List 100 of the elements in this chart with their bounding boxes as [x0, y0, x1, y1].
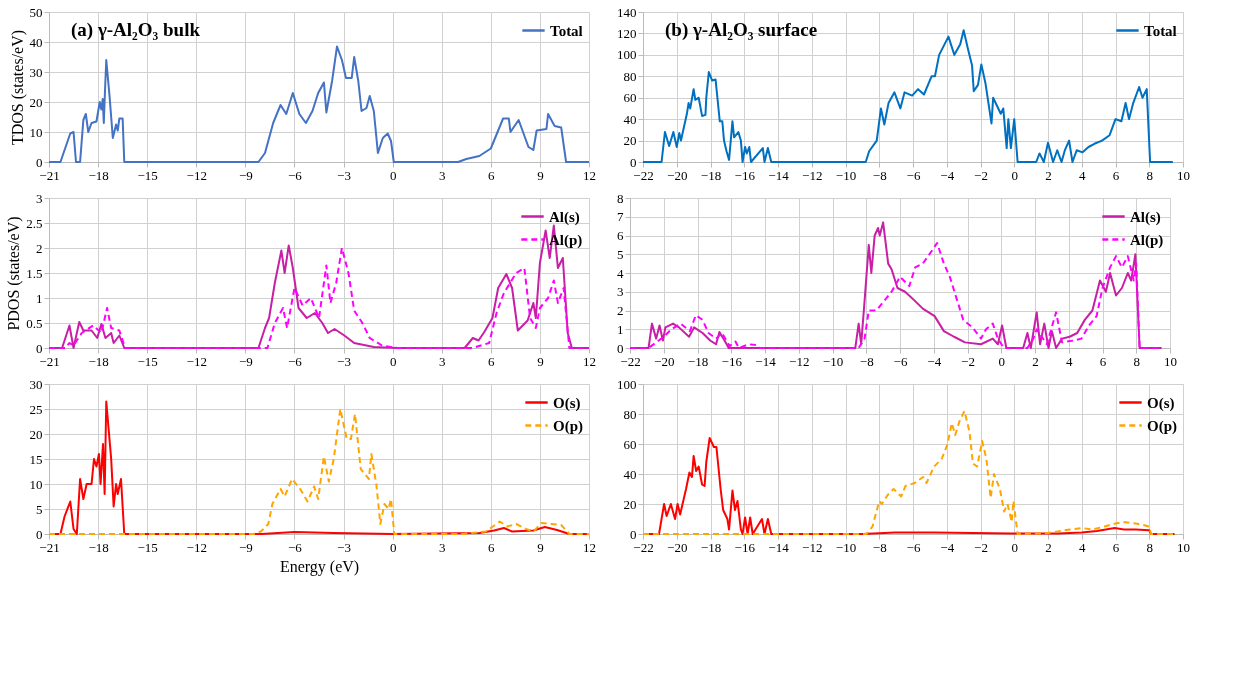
x-tick-label: −10	[822, 353, 844, 369]
y-tick-label: 20	[29, 426, 43, 442]
x-tick-label: 4	[1066, 353, 1073, 369]
y-tick-label: 50	[29, 4, 43, 20]
x-tick-label: −12	[186, 539, 207, 555]
x-tick-label: −22	[633, 539, 654, 555]
chart-title: (b) γ-Al₂O₃ surface	[665, 19, 818, 41]
x-tick-label: −20	[667, 539, 688, 555]
x-tick-label: −15	[137, 353, 158, 369]
legend-label: Al(p)	[1130, 231, 1164, 249]
x-tick-label: −16	[734, 167, 756, 183]
y-tick-label: 0	[630, 526, 637, 542]
x-tick-label: −8	[859, 353, 874, 369]
y-tick-label: 120	[617, 25, 637, 41]
y-tick-label: 80	[623, 406, 637, 422]
x-tick-label: 6	[1112, 167, 1120, 183]
legend-label: Al(s)	[549, 208, 580, 226]
x-tick-label: −10	[835, 539, 857, 555]
y-tick-label: 20	[623, 133, 637, 149]
y-tick-label: 40	[623, 466, 637, 482]
x-tick-label: 8	[1146, 539, 1153, 555]
x-tick-label: 9	[537, 167, 544, 183]
y-tick-label: 40	[29, 34, 43, 50]
x-tick-label: 3	[438, 539, 446, 555]
x-tick-label: −6	[893, 353, 908, 369]
x-tick-label: 12	[583, 167, 596, 183]
legend-label: O(p)	[553, 417, 583, 435]
x-tick-label: 10	[1177, 167, 1190, 183]
y-tick-label: 30	[29, 376, 43, 392]
legend-label: O(p)	[1147, 417, 1177, 435]
legend-label: Total	[550, 22, 583, 39]
x-tick-label: −3	[337, 539, 351, 555]
x-tick-label: 0	[1011, 539, 1018, 555]
x-tick-label: 4	[1079, 167, 1086, 183]
x-tick-label: 3	[438, 353, 446, 369]
y-tick-label: 2	[36, 240, 43, 256]
x-tick-label: 0	[389, 167, 397, 183]
y-tick-label: 5	[617, 246, 624, 262]
y-tick-label: 7	[617, 209, 624, 225]
x-tick-label: −6	[906, 167, 921, 183]
y-tick-label: 1	[36, 290, 43, 306]
x-tick-label: −12	[802, 539, 823, 555]
x-tick-label: −9	[238, 539, 253, 555]
x-tick-label: −18	[88, 539, 109, 555]
x-tick-label: 4	[1079, 539, 1086, 555]
x-tick-label: 3	[438, 167, 446, 183]
legend-label: O(s)	[553, 394, 581, 412]
x-tick-label: −8	[872, 167, 887, 183]
x-tick-label: 8	[1133, 353, 1140, 369]
y-tick-label: 100	[617, 47, 637, 63]
x-tick-label: −20	[654, 353, 675, 369]
x-tick-label: −4	[940, 539, 955, 555]
x-tick-label: −18	[687, 353, 709, 369]
x-tick-label: −6	[288, 167, 303, 183]
x-tick-label: 6	[488, 167, 496, 183]
x-tick-label: 2	[1032, 353, 1039, 369]
legend-label: Total	[1144, 22, 1177, 39]
x-tick-label: −18	[88, 167, 109, 183]
x-tick-label: 6	[488, 539, 496, 555]
y-tick-label: 20	[623, 496, 637, 512]
y-tick-label: 4	[617, 265, 624, 281]
y-tick-label: 60	[623, 436, 637, 452]
chart-title: (a) γ-Al₂O₃ bulk	[71, 19, 201, 41]
x-tick-label: −6	[288, 353, 303, 369]
y-tick-label: 2	[617, 303, 624, 318]
y-tick-label: 6	[617, 228, 624, 243]
y-tick-label: 10	[29, 476, 43, 492]
x-tick-label: −16	[721, 353, 743, 369]
x-tick-label: −2	[974, 167, 988, 183]
x-tick-label: −4	[927, 353, 942, 369]
y-tick-label: 25	[29, 401, 43, 417]
x-tick-label: 0	[389, 353, 397, 369]
y-tick-label: 40	[623, 111, 637, 127]
y-tick-label: 3	[36, 190, 43, 206]
x-tick-label: 0	[389, 539, 397, 555]
y-tick-label: 20	[29, 94, 43, 110]
x-tick-label: 0	[998, 353, 1005, 369]
y-tick-label: 5	[36, 501, 43, 517]
x-tick-label: −22	[633, 167, 654, 183]
x-tick-label: −4	[940, 167, 955, 183]
x-tick-label: −9	[238, 167, 253, 183]
y-tick-label: 100	[617, 376, 637, 392]
x-tick-label: 10	[1164, 353, 1177, 369]
x-tick-label: −21	[39, 539, 60, 555]
legend-label: Al(s)	[1130, 208, 1161, 226]
x-tick-label: −20	[667, 167, 688, 183]
x-tick-label: −15	[137, 539, 158, 555]
x-tick-label: 6	[488, 353, 496, 369]
y-tick-label: 80	[623, 68, 637, 84]
y-tick-label: 0	[36, 154, 43, 170]
y-tick-label: 15	[29, 451, 43, 467]
y-tick-label: 1	[617, 321, 624, 337]
x-tick-label: −3	[337, 353, 351, 369]
y-axis-title: PDOS (states/eV)	[5, 216, 24, 331]
x-tick-label: −18	[88, 353, 109, 369]
x-tick-label: −18	[700, 167, 722, 183]
y-axis-title: TDOS (states/eV)	[8, 29, 27, 146]
x-tick-label: −14	[768, 167, 790, 183]
x-tick-label: 2	[1045, 167, 1052, 183]
x-tick-label: −12	[186, 167, 207, 183]
